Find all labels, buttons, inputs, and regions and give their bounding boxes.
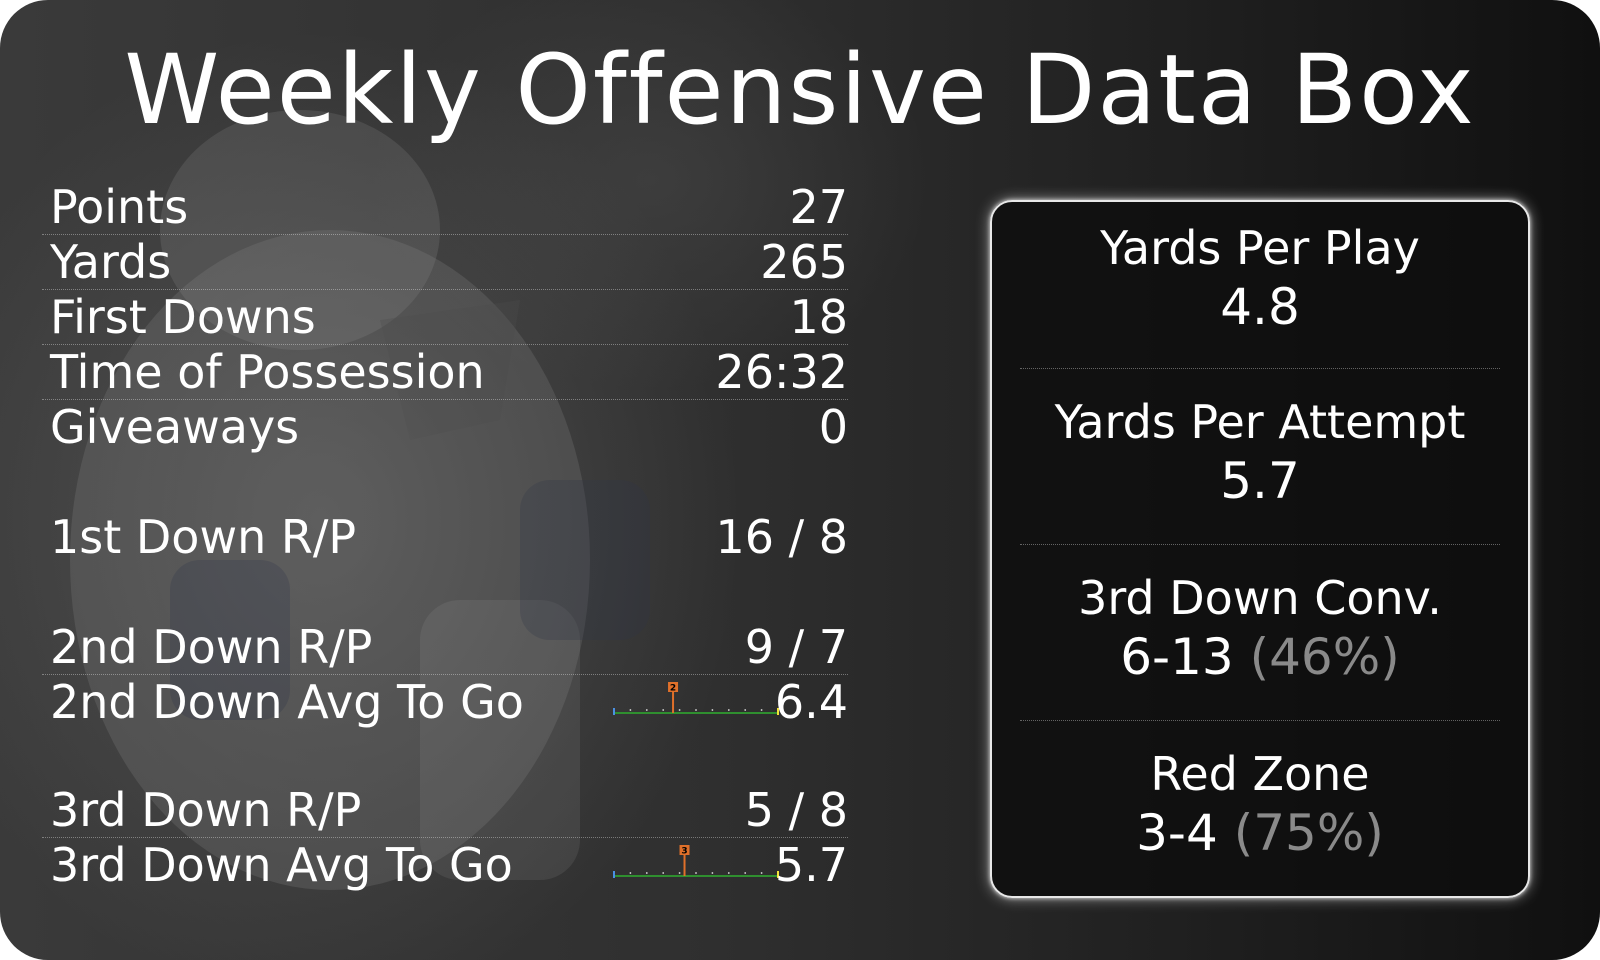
- stat-value: 5 / 8: [744, 783, 848, 837]
- yard-dot: [744, 709, 747, 711]
- mini-field-graphic: 3: [613, 845, 779, 878]
- yard-dot: [645, 709, 648, 711]
- efficiency-panel: Yards Per Play 4.8 Yards Per Attempt 5.7…: [990, 200, 1530, 898]
- metric-label: Red Zone: [1150, 747, 1370, 801]
- stat-label: 3rd Down R/P: [50, 783, 362, 837]
- stat-label: 2nd Down Avg To Go: [50, 675, 524, 729]
- metric-yards-per-attempt: Yards Per Attempt 5.7: [992, 394, 1528, 512]
- stat-row-giveaways: Giveaways 0: [42, 400, 848, 454]
- stat-row-time-of-possession: Time of Possession 26:32: [42, 345, 848, 400]
- stat-row-3rd-down-rp: 3rd Down R/P 5 / 8: [42, 783, 848, 838]
- metric-value-line: 3-4 (75%): [992, 802, 1528, 864]
- yard-dot: [629, 872, 632, 874]
- player-background-image: [70, 230, 650, 890]
- yard-dot: [678, 709, 681, 711]
- stat-value: 27: [789, 180, 848, 234]
- metric-label: Yards Per Attempt: [1054, 395, 1466, 449]
- down-marker-label: 3: [681, 847, 687, 857]
- stat-value: 26:32: [715, 345, 848, 399]
- yard-dot: [760, 872, 763, 874]
- metric-yards-per-play: Yards Per Play 4.8: [992, 220, 1528, 338]
- metric-percent: (46%): [1249, 628, 1400, 686]
- metric-value: 6-13: [1120, 628, 1234, 686]
- stat-value: 18: [789, 290, 848, 344]
- stat-value: 0: [818, 400, 848, 454]
- metric-red-zone: Red Zone 3-4 (75%): [992, 746, 1528, 864]
- down-marker-flag: [668, 682, 679, 692]
- stat-label: Giveaways: [50, 400, 300, 454]
- stat-row-points: Points 27: [42, 180, 848, 235]
- panel-divider: [1020, 368, 1500, 369]
- stat-value: 6.4: [774, 675, 848, 729]
- yard-dot: [695, 872, 697, 874]
- yard-dot: [727, 872, 730, 874]
- stat-value: 16 / 8: [715, 510, 848, 564]
- yard-dot: [629, 709, 632, 711]
- yard-dot: [711, 872, 714, 874]
- metric-value: 3-4: [1136, 804, 1218, 862]
- panel-divider: [1020, 544, 1500, 545]
- stat-value: 5.7: [774, 838, 848, 892]
- stat-label: Time of Possession: [50, 345, 485, 399]
- stat-value: 9 / 7: [744, 620, 848, 674]
- yard-dot: [711, 709, 714, 711]
- stat-value: 265: [760, 235, 848, 289]
- stat-row-first-downs: First Downs 18: [42, 290, 848, 345]
- yard-dot: [662, 709, 665, 711]
- stat-label: 3rd Down Avg To Go: [50, 838, 513, 892]
- metric-percent: (75%): [1233, 804, 1384, 862]
- yard-dot: [662, 872, 665, 874]
- down-marker-label: 2: [670, 684, 676, 694]
- stat-label: Points: [50, 180, 189, 234]
- yard-dot: [678, 872, 681, 874]
- stat-row-3rd-down-avg-to-go: 3rd Down Avg To Go 3 5.7: [42, 838, 848, 892]
- stat-row-yards: Yards 265: [42, 235, 848, 290]
- metric-value-line: 6-13 (46%): [992, 626, 1528, 688]
- stat-row-1st-down-rp: 1st Down R/P 16 / 8: [42, 510, 848, 564]
- metric-value: 5.7: [1220, 452, 1300, 510]
- yard-dot: [760, 709, 763, 711]
- stat-label: Yards: [50, 235, 172, 289]
- down-marker-flag: [679, 845, 690, 855]
- stat-row-2nd-down-avg-to-go: 2nd Down Avg To Go 2 6.4: [42, 675, 848, 729]
- mini-field-graphic: 2: [613, 682, 779, 715]
- yard-dot: [744, 872, 747, 874]
- metric-label: Yards Per Play: [1100, 221, 1420, 275]
- stat-label: 1st Down R/P: [50, 510, 357, 564]
- stat-label: 2nd Down R/P: [50, 620, 373, 674]
- metric-label: 3rd Down Conv.: [1078, 571, 1442, 625]
- metric-3rd-down-conv: 3rd Down Conv. 6-13 (46%): [992, 570, 1528, 688]
- yard-dot: [695, 709, 697, 711]
- panel-divider: [1020, 720, 1500, 721]
- yard-dot: [645, 872, 648, 874]
- page-title: Weekly Offensive Data Box: [124, 34, 1476, 146]
- yard-dot: [727, 709, 730, 711]
- stat-label: First Downs: [50, 290, 316, 344]
- metric-value: 4.8: [1220, 278, 1300, 336]
- stat-row-2nd-down-rp: 2nd Down R/P 9 / 7: [42, 620, 848, 675]
